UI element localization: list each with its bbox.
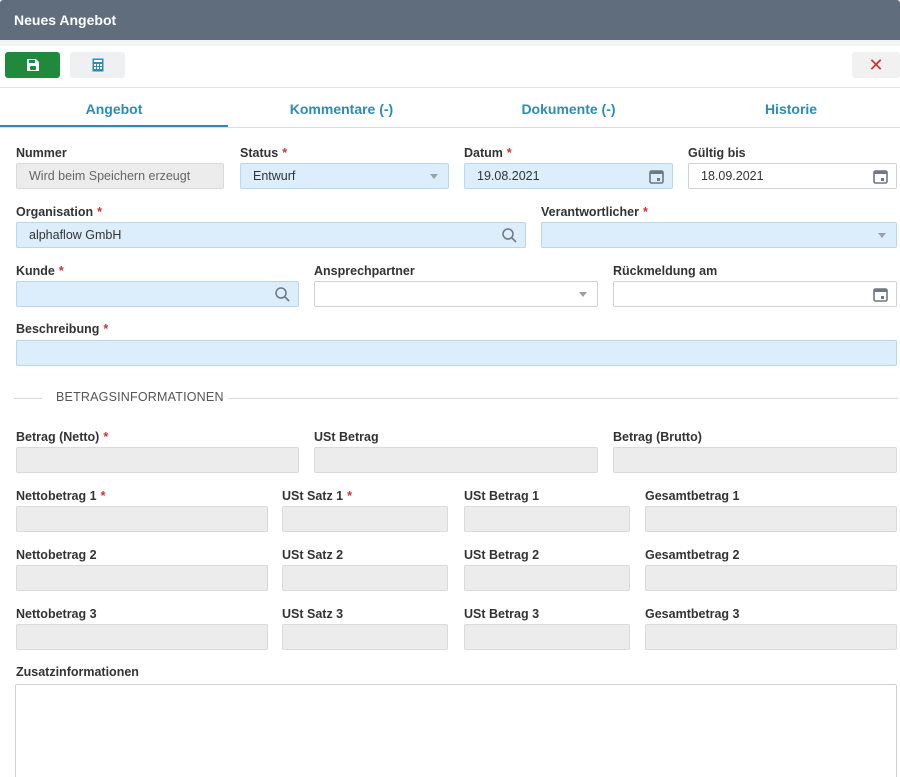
search-icon[interactable]	[501, 227, 518, 244]
gesamtbetrag-3-field[interactable]	[645, 624, 897, 650]
nettobetrag-2-field[interactable]	[16, 565, 268, 591]
tab-dokumente[interactable]: Dokumente (-)	[521, 101, 616, 117]
tab-bar: Angebot Kommentare (-) Dokumente (-) His…	[0, 92, 900, 128]
betrag-brutto-field[interactable]	[613, 447, 897, 473]
calculator-button[interactable]	[70, 52, 125, 78]
betragsinformationen-divider: BETRAGSINFORMATIONEN	[14, 388, 898, 408]
ust-betrag-1-field[interactable]	[464, 506, 630, 532]
gesamtbetrag-2-field[interactable]	[645, 565, 897, 591]
ust-satz-1-label: USt Satz 1 *	[282, 489, 353, 503]
ust-betrag-field[interactable]	[314, 447, 598, 473]
betrag-netto-label: Betrag (Netto) *	[16, 430, 109, 444]
rueckmeldung-field[interactable]	[613, 281, 897, 307]
ust-satz-1-field[interactable]	[282, 506, 448, 532]
ust-betrag-label: USt Betrag	[314, 430, 379, 444]
ust-satz-2-field[interactable]	[282, 565, 448, 591]
nettobetrag-3-label: Nettobetrag 3	[16, 607, 97, 621]
organisation-field[interactable]: alphaflow GmbH	[16, 222, 526, 248]
verantwortlicher-select[interactable]	[541, 222, 897, 248]
zusatzinformationen-label: Zusatzinformationen	[16, 665, 139, 679]
ust-betrag-1-label: USt Betrag 1	[464, 489, 540, 503]
datum-field[interactable]: 19.08.2021	[464, 163, 673, 189]
gueltig-bis-field[interactable]: 18.09.2021	[688, 163, 897, 189]
tab-kommentare[interactable]: Kommentare (-)	[289, 101, 394, 117]
nettobetrag-1-field[interactable]	[16, 506, 268, 532]
toolbar-separator	[0, 40, 900, 46]
close-button[interactable]: ✕	[852, 52, 900, 78]
datum-label: Datum *	[464, 146, 512, 160]
ust-betrag-3-field[interactable]	[464, 624, 630, 650]
nummer-label: Nummer	[16, 146, 67, 160]
save-button[interactable]	[5, 52, 60, 78]
beschreibung-field[interactable]	[16, 340, 897, 366]
toolbar: ✕	[0, 40, 900, 88]
nettobetrag-3-field[interactable]	[16, 624, 268, 650]
zusatzinformationen-textarea[interactable]	[15, 684, 897, 777]
gesamtbetrag-1-field[interactable]	[645, 506, 897, 532]
calendar-icon[interactable]	[648, 168, 665, 185]
search-icon[interactable]	[274, 286, 291, 303]
calendar-icon[interactable]	[872, 286, 889, 303]
kunde-field[interactable]	[16, 281, 299, 307]
gesamtbetrag-2-label: Gesamtbetrag 2	[645, 548, 740, 562]
ust-satz-2-label: USt Satz 2	[282, 548, 344, 562]
organisation-label: Organisation *	[16, 205, 102, 219]
kunde-label: Kunde *	[16, 264, 64, 278]
betrag-netto-field[interactable]	[16, 447, 299, 473]
divider-line	[228, 398, 898, 399]
section-title: BETRAGSINFORMATIONEN	[56, 390, 224, 404]
calculator-icon	[92, 58, 103, 72]
ansprechpartner-select[interactable]	[314, 281, 598, 307]
close-icon: ✕	[868, 54, 884, 75]
rueckmeldung-label: Rückmeldung am	[613, 264, 718, 278]
status-label: Status *	[240, 146, 288, 160]
nettobetrag-2-label: Nettobetrag 2	[16, 548, 97, 562]
calendar-icon[interactable]	[872, 168, 889, 185]
status-select[interactable]: Entwurf	[240, 163, 449, 189]
gesamtbetrag-3-label: Gesamtbetrag 3	[645, 607, 740, 621]
ust-betrag-2-field[interactable]	[464, 565, 630, 591]
nummer-field[interactable]: Wird beim Speichern erzeugt	[16, 163, 224, 189]
chevron-down-icon	[878, 233, 886, 238]
gesamtbetrag-1-label: Gesamtbetrag 1	[645, 489, 740, 503]
betrag-brutto-label: Betrag (Brutto)	[613, 430, 702, 444]
chevron-down-icon	[430, 174, 438, 179]
verantwortlicher-label: Verantwortlicher *	[541, 205, 648, 219]
ust-satz-3-label: USt Satz 3	[282, 607, 344, 621]
ust-satz-3-field[interactable]	[282, 624, 448, 650]
tab-historie[interactable]: Historie	[764, 101, 818, 117]
floppy-disk-icon	[26, 59, 39, 71]
chevron-down-icon	[579, 292, 587, 297]
ansprechpartner-label: Ansprechpartner	[314, 264, 415, 278]
ust-betrag-3-label: USt Betrag 3	[464, 607, 540, 621]
window-title: Neues Angebot	[0, 0, 900, 40]
beschreibung-label: Beschreibung *	[16, 322, 109, 336]
tab-angebot[interactable]: Angebot	[0, 92, 228, 127]
ust-betrag-2-label: USt Betrag 2	[464, 548, 540, 562]
nettobetrag-1-label: Nettobetrag 1 *	[16, 489, 106, 503]
divider-line	[14, 398, 42, 399]
gueltig-bis-label: Gültig bis	[688, 146, 746, 160]
